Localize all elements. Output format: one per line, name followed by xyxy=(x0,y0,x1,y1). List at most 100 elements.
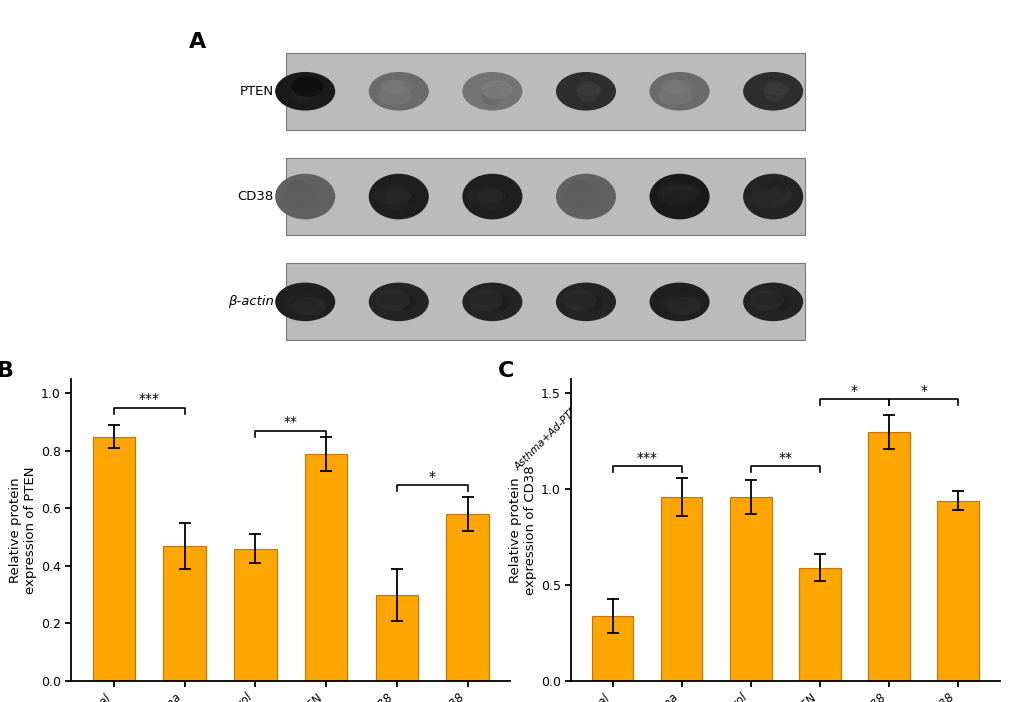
Ellipse shape xyxy=(375,293,410,305)
Ellipse shape xyxy=(657,86,692,106)
Ellipse shape xyxy=(369,173,428,219)
Text: **: ** xyxy=(777,451,792,465)
Ellipse shape xyxy=(749,187,791,208)
FancyBboxPatch shape xyxy=(286,53,804,130)
Text: *: * xyxy=(850,384,857,398)
Ellipse shape xyxy=(462,173,522,219)
Ellipse shape xyxy=(468,189,508,205)
Ellipse shape xyxy=(576,84,601,95)
Ellipse shape xyxy=(762,81,786,102)
Ellipse shape xyxy=(764,81,784,94)
Ellipse shape xyxy=(660,185,700,199)
Text: Asthma+Ad-PTEN: Asthma+Ad-PTEN xyxy=(513,400,585,473)
Bar xyxy=(163,546,206,681)
Ellipse shape xyxy=(289,88,327,105)
FancyBboxPatch shape xyxy=(286,158,804,235)
Ellipse shape xyxy=(649,173,709,219)
Ellipse shape xyxy=(662,293,705,313)
Ellipse shape xyxy=(658,295,689,312)
Bar xyxy=(446,514,488,681)
Ellipse shape xyxy=(291,76,323,97)
Bar xyxy=(234,549,276,681)
Y-axis label: Relative protein
expression of PTEN: Relative protein expression of PTEN xyxy=(9,466,37,594)
Ellipse shape xyxy=(291,297,326,315)
Ellipse shape xyxy=(743,173,802,219)
Ellipse shape xyxy=(660,80,694,93)
Ellipse shape xyxy=(749,290,784,311)
Ellipse shape xyxy=(743,72,802,111)
Text: C: C xyxy=(498,361,515,381)
Text: PTEN: PTEN xyxy=(239,85,273,98)
Ellipse shape xyxy=(392,294,416,311)
Ellipse shape xyxy=(764,182,787,201)
Ellipse shape xyxy=(561,190,599,211)
Text: β-actin: β-actin xyxy=(227,296,273,308)
Y-axis label: Relative protein
expression of CD38: Relative protein expression of CD38 xyxy=(508,465,536,595)
Ellipse shape xyxy=(380,79,405,93)
Ellipse shape xyxy=(384,187,409,211)
Text: Asthma+Ad-PTEN+Ad-CD38: Asthma+Ad-PTEN+Ad-CD38 xyxy=(661,400,772,512)
Ellipse shape xyxy=(275,72,335,111)
Ellipse shape xyxy=(766,185,791,204)
Ellipse shape xyxy=(578,81,597,94)
Bar xyxy=(375,595,418,681)
Bar xyxy=(799,568,840,681)
Text: CD38: CD38 xyxy=(237,190,273,203)
Ellipse shape xyxy=(374,189,415,205)
Text: Normal: Normal xyxy=(271,400,305,434)
Ellipse shape xyxy=(281,190,319,211)
Ellipse shape xyxy=(555,173,615,219)
Ellipse shape xyxy=(763,84,789,95)
Ellipse shape xyxy=(375,290,410,311)
Ellipse shape xyxy=(555,282,615,322)
Ellipse shape xyxy=(369,282,428,322)
Text: Asthma+Ad-CD38: Asthma+Ad-CD38 xyxy=(605,400,679,474)
Ellipse shape xyxy=(467,187,504,204)
Ellipse shape xyxy=(462,282,522,322)
Text: ***: *** xyxy=(139,392,160,406)
Bar xyxy=(305,453,346,681)
Text: Asthma: Asthma xyxy=(363,400,398,435)
Bar xyxy=(867,432,909,681)
Ellipse shape xyxy=(462,72,522,111)
Text: *: * xyxy=(428,470,435,484)
Ellipse shape xyxy=(286,183,319,202)
Ellipse shape xyxy=(481,80,512,99)
Ellipse shape xyxy=(377,86,411,106)
Text: B: B xyxy=(0,361,14,381)
Bar xyxy=(936,501,978,681)
Text: Asthma+Ad-control: Asthma+Ad-control xyxy=(413,400,492,479)
FancyBboxPatch shape xyxy=(286,263,804,340)
Ellipse shape xyxy=(576,81,599,102)
Ellipse shape xyxy=(275,173,335,219)
Ellipse shape xyxy=(566,180,593,205)
Ellipse shape xyxy=(649,72,709,111)
Ellipse shape xyxy=(469,290,503,311)
Ellipse shape xyxy=(469,293,503,305)
Ellipse shape xyxy=(562,293,597,305)
Text: **: ** xyxy=(283,416,298,430)
Ellipse shape xyxy=(288,293,331,313)
Ellipse shape xyxy=(649,282,709,322)
Ellipse shape xyxy=(562,290,596,311)
Ellipse shape xyxy=(481,86,502,105)
Ellipse shape xyxy=(289,88,313,101)
Ellipse shape xyxy=(485,294,510,311)
Ellipse shape xyxy=(488,82,508,99)
Ellipse shape xyxy=(284,295,315,312)
Ellipse shape xyxy=(660,79,685,93)
Bar xyxy=(730,497,770,681)
Text: A: A xyxy=(189,32,206,51)
Ellipse shape xyxy=(743,282,802,322)
Text: *: * xyxy=(919,384,926,398)
Bar xyxy=(660,497,702,681)
Ellipse shape xyxy=(478,187,502,211)
Ellipse shape xyxy=(665,297,700,315)
Text: ***: *** xyxy=(636,451,657,465)
Ellipse shape xyxy=(579,294,603,311)
Ellipse shape xyxy=(275,282,335,322)
Ellipse shape xyxy=(567,183,599,202)
Ellipse shape xyxy=(373,187,411,204)
Ellipse shape xyxy=(766,294,790,311)
Ellipse shape xyxy=(369,72,428,111)
